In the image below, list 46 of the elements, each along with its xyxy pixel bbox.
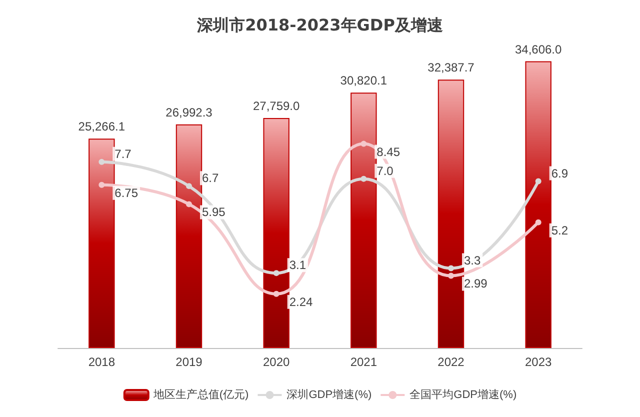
point [273, 290, 280, 297]
point [360, 176, 367, 182]
chart-title: 深圳市2018-2023年GDP及增速 [196, 16, 444, 34]
legend-label: 全国平均GDP增速(%) [410, 388, 517, 401]
data-label: 25,266.1 [78, 120, 126, 134]
x-tick-label: 2023 [524, 355, 552, 369]
point [98, 158, 105, 165]
data-label: 6.7 [202, 171, 220, 186]
data-label: 32,387.7 [428, 60, 475, 75]
data-label: 7.7 [114, 146, 132, 161]
data-label: 3.3 [464, 253, 482, 268]
x-tick-label: 2021 [350, 355, 378, 369]
data-label: 6.75 [114, 186, 138, 200]
data-label: 30,820.1 [340, 74, 388, 88]
bar [176, 124, 202, 348]
point [535, 178, 542, 184]
x-tick-label: 2020 [262, 355, 290, 369]
data-label: 3.1 [289, 258, 306, 272]
x-tick-label: 2022 [438, 355, 465, 369]
data-label: 6.9 [551, 166, 568, 180]
data-label: 34,606.0 [514, 42, 562, 56]
data-label: 8.45 [376, 144, 400, 159]
data-label: 2.99 [464, 276, 488, 291]
point [448, 272, 454, 279]
point [273, 270, 280, 276]
legend-label: 地区生产总值(亿元) [152, 388, 249, 401]
point [186, 183, 192, 190]
legend-label: 深圳GDP增速(%) [286, 388, 372, 401]
point [448, 265, 454, 272]
bar [263, 118, 290, 348]
bar [525, 61, 552, 348]
data-label: 5.2 [551, 223, 568, 238]
bar [438, 80, 464, 348]
point [360, 140, 367, 147]
data-label: 26,992.3 [166, 105, 213, 120]
point [98, 182, 105, 188]
data-label: 2.24 [289, 294, 314, 309]
data-label: 7.0 [376, 164, 394, 178]
data-label: 5.95 [202, 205, 226, 220]
point [535, 219, 542, 226]
data-label: 27,759.0 [252, 98, 300, 113]
point [186, 201, 192, 208]
bar [88, 138, 115, 348]
bar [350, 92, 377, 348]
x-tick-label: 2019 [176, 355, 203, 369]
x-tick-label: 2018 [88, 355, 116, 369]
